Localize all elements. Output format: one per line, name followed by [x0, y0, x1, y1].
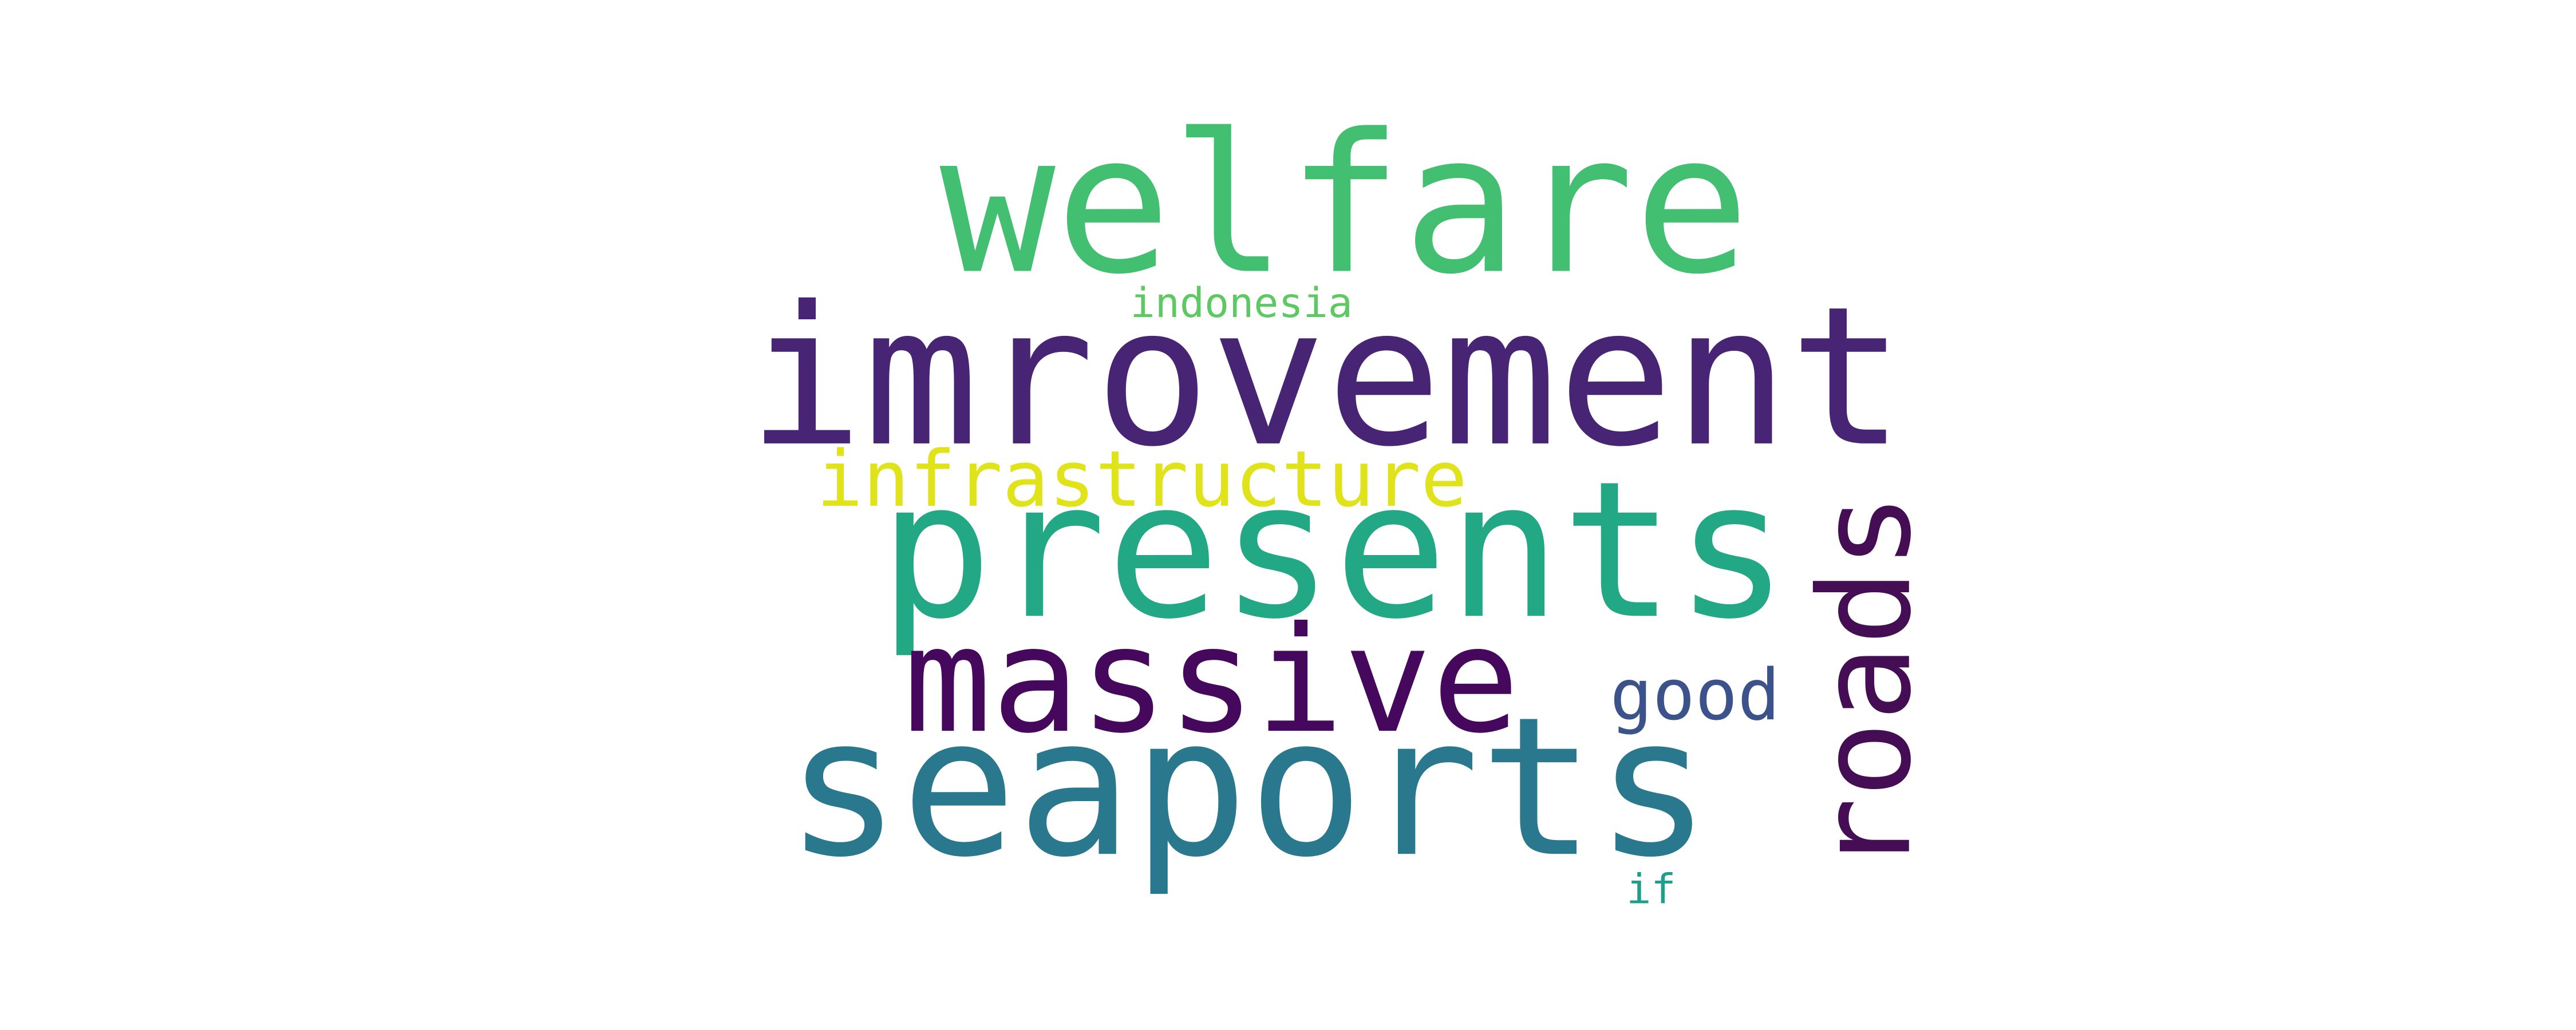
word: roads — [1792, 493, 1939, 874]
word: if — [1626, 865, 1676, 913]
word: massive — [903, 596, 1519, 766]
word: welfare — [940, 93, 1750, 317]
word: indonesia — [1131, 279, 1353, 327]
word: infrastructure — [816, 434, 1467, 524]
word: imrovement — [748, 266, 1905, 489]
word: seaports — [785, 676, 1711, 900]
word: presents — [879, 441, 1788, 660]
word: good — [1610, 654, 1780, 736]
